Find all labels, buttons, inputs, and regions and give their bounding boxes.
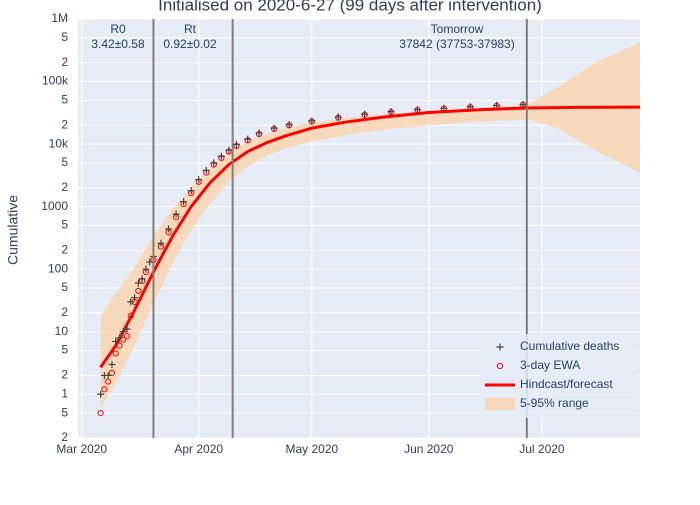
death-marker — [466, 103, 474, 111]
death-marker — [195, 176, 203, 184]
y-tick-label: 2 — [61, 117, 68, 131]
x-tick-label: Mar 2020 — [56, 442, 107, 456]
y-tick-label: 2 — [61, 368, 68, 382]
ewa-marker — [116, 342, 123, 349]
y-tick-label: 2 — [61, 243, 68, 257]
y-tick-label: 100 — [48, 261, 68, 275]
x-tick-label: Jul 2020 — [519, 442, 565, 456]
death-marker — [134, 279, 142, 287]
y-tick-label: 10 — [55, 324, 69, 338]
death-marker — [493, 101, 501, 109]
death-marker — [180, 198, 188, 206]
death-marker — [115, 334, 123, 342]
ewa-marker — [135, 287, 142, 294]
ewa-marker — [97, 410, 104, 417]
death-marker — [334, 113, 342, 121]
y-tick-label: 1000 — [41, 199, 68, 213]
x-tick-label: May 2020 — [286, 442, 339, 456]
x-tick-label: Apr 2020 — [174, 442, 223, 456]
death-marker — [131, 294, 139, 302]
ewa-marker — [101, 386, 108, 393]
annotation-title: R0 — [110, 22, 126, 36]
death-marker — [217, 152, 225, 160]
y-tick-label: 5 — [61, 30, 68, 44]
range-band — [100, 42, 641, 409]
x-tick-label: Jun 2020 — [404, 442, 454, 456]
y-tick-label: 5 — [61, 405, 68, 419]
y-tick-label: 5 — [61, 343, 68, 357]
death-marker — [97, 390, 105, 398]
death-marker — [142, 265, 150, 273]
death-marker — [108, 360, 116, 368]
legend-symbol — [496, 362, 504, 370]
ewa-marker — [112, 350, 119, 357]
death-marker — [225, 146, 233, 154]
y-tick-label: 2 — [61, 55, 68, 69]
annotation-text: 3.42±0.58 — [91, 37, 145, 51]
y-tick-label: 5 — [61, 93, 68, 107]
death-marker — [255, 129, 263, 137]
y-tick-label: 1 — [61, 386, 68, 400]
y-tick-label: 2 — [61, 305, 68, 319]
y-tick-label: 2 — [61, 180, 68, 194]
death-marker — [361, 110, 369, 118]
death-marker — [413, 106, 421, 114]
death-marker — [232, 140, 240, 148]
death-marker — [210, 159, 218, 167]
death-marker — [440, 104, 448, 112]
annotation-text: 37842 (37753-37983) — [399, 37, 514, 51]
death-marker — [187, 187, 195, 195]
ewa-marker — [120, 336, 127, 343]
legend-label: 3-day EWA — [520, 358, 580, 372]
death-marker — [202, 166, 210, 174]
annotation-text: 0.92±0.02 — [163, 37, 217, 51]
legend-label: Hindcast/forecast — [520, 377, 613, 391]
ewa-marker — [123, 333, 131, 340]
y-tick-label: 10k — [49, 136, 69, 150]
y-tick-label: 5 — [61, 155, 68, 169]
death-marker — [244, 135, 252, 143]
death-marker — [146, 258, 154, 266]
death-marker — [172, 210, 180, 218]
death-marker — [308, 117, 316, 125]
death-marker — [270, 124, 278, 132]
death-marker — [123, 325, 131, 333]
death-marker — [165, 225, 173, 233]
ewa-marker — [108, 369, 116, 376]
death-marker — [127, 298, 135, 306]
ewa-marker — [127, 312, 134, 319]
legend-label: 5-95% range — [520, 396, 589, 410]
legend-label: Cumulative deaths — [520, 339, 619, 353]
death-marker — [285, 121, 293, 129]
legend-symbol — [496, 343, 504, 351]
death-marker — [519, 100, 527, 108]
death-marker — [387, 108, 395, 116]
y-tick-label: 5 — [61, 280, 68, 294]
death-marker — [104, 371, 112, 379]
y-axis-label: Cumulative — [5, 195, 21, 265]
annotation-title: Rt — [184, 22, 197, 36]
y-tick-label: 2 — [61, 430, 68, 444]
chart-title: Initialised on 2020-6-27 (99 days after … — [158, 0, 542, 14]
death-marker — [119, 328, 127, 336]
death-marker — [112, 337, 120, 345]
death-marker — [157, 239, 165, 247]
legend-symbol — [485, 398, 515, 410]
y-tick-label: 100k — [42, 74, 69, 88]
death-marker — [138, 275, 146, 283]
y-tick-label: 5 — [61, 218, 68, 232]
y-tick-label: 1M — [51, 11, 68, 25]
annotation-title: Tomorrow — [431, 22, 484, 36]
